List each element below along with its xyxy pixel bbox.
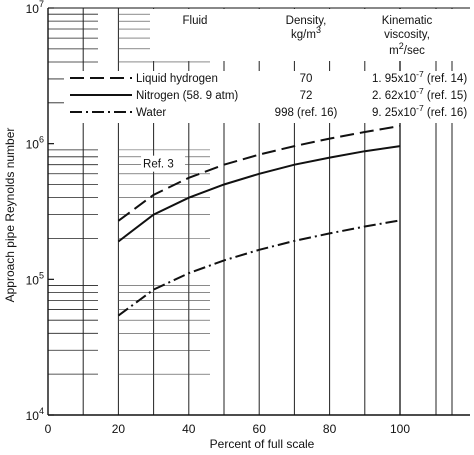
legend-background <box>64 71 464 123</box>
header-density-unit: kg/m3 <box>291 25 321 41</box>
y-axis-label: Approach pipe Reynolds number <box>3 128 17 303</box>
x-tick-label: 40 <box>182 422 196 436</box>
plot-grid <box>48 8 453 415</box>
annotations: Ref. 3 <box>141 155 186 172</box>
legend: Liquid hydrogen 70 1. 95x10-7 (ref. 14) Nit… <box>64 69 467 123</box>
legend-viscosity: 1. 95x10-7 (ref. 14) <box>372 69 467 85</box>
fluid-properties-table: Fluid Density,kg/m3 Kinematic viscosity,m2/… <box>150 9 468 61</box>
header-fluid: Fluid <box>183 15 208 27</box>
header-viscosity-line2: viscosity, <box>384 29 430 41</box>
legend-series-name: Nitrogen (58. 9 atm) <box>136 90 238 102</box>
x-tick-label: 80 <box>323 422 337 436</box>
y-tick-label: 104 <box>26 406 44 423</box>
header-viscosity: Kinematic <box>382 15 433 27</box>
legend-series-name: Liquid hydrogen <box>136 73 218 85</box>
x-tick-label: 60 <box>253 422 267 436</box>
annotation-background <box>141 155 186 172</box>
legend-density: 70 <box>300 73 313 85</box>
x-axis-label: Percent of full scale <box>210 437 315 451</box>
y-tick-label: 107 <box>26 0 44 16</box>
legend-density: 72 <box>300 90 313 102</box>
y-tick-label: 106 <box>26 135 44 152</box>
x-tick-label: 100 <box>390 422 410 436</box>
legend-viscosity: 9. 25x10-7 (ref. 16) <box>372 103 467 119</box>
legend-density: 998 (ref. 16) <box>275 107 338 119</box>
series-line <box>117 125 401 222</box>
series-line <box>117 219 401 317</box>
header-density: Density, <box>286 15 327 27</box>
x-tick-label: 20 <box>112 422 126 436</box>
header-viscosity-unit: m2/sec <box>389 41 425 57</box>
data-series <box>117 125 401 317</box>
x-tick-label: 0 <box>45 422 52 436</box>
header-background <box>150 9 468 61</box>
plot-frame <box>47 7 470 416</box>
legend-viscosity: 2. 62x10-7 (ref. 15) <box>372 86 467 102</box>
y-tick-label: 105 <box>26 270 44 287</box>
series-line <box>117 145 401 243</box>
legend-series-name: Water <box>136 107 166 119</box>
annotation-label: Ref. 3 <box>143 159 174 171</box>
axes: 0 20 40 60 80 100 104 105 106 107 <box>26 0 411 436</box>
